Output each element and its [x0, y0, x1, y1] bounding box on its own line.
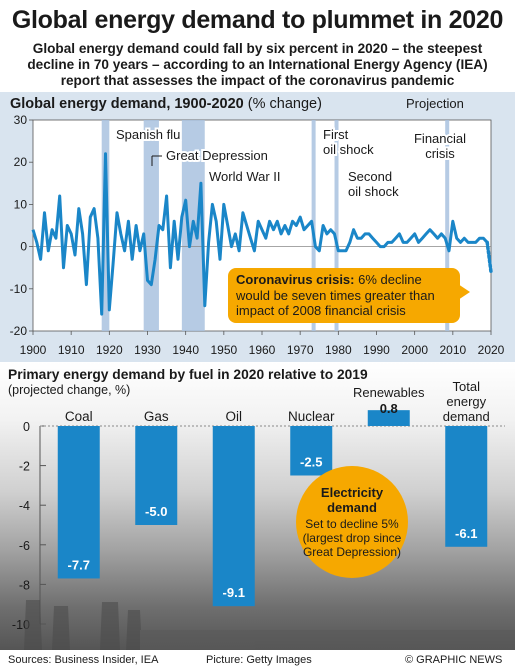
- cooling-tower-0: [24, 600, 42, 650]
- bar-value-label: -7.7: [68, 557, 90, 572]
- event-label-first-oil-shock: First: [323, 127, 349, 142]
- x-tick-label: 1980: [325, 343, 352, 357]
- power-plant-silhouette: [24, 600, 515, 650]
- bar-category-label: Nuclear: [288, 409, 335, 424]
- event-band-5: [445, 120, 450, 331]
- bar-4: [367, 410, 410, 426]
- bar-5: [445, 426, 488, 547]
- footer-sources: Sources: Business Insider, IEA: [8, 654, 159, 666]
- event-label-first-oil-shock: oil shock: [323, 142, 374, 157]
- bar-value-label: 0.8: [380, 401, 398, 416]
- bar-value-label: -6.1: [455, 526, 477, 541]
- x-tick-label: 1930: [134, 343, 161, 357]
- callout-text: 6% decline would be seven times greater …: [236, 272, 435, 318]
- event-band-0: [101, 120, 110, 331]
- x-tick-label: 1900: [20, 343, 47, 357]
- event-label-financial-crisis: Financial: [414, 131, 466, 146]
- horizon-band: [140, 630, 515, 650]
- y-tick-label: 10: [14, 197, 28, 211]
- x-tick-label: 2000: [401, 343, 428, 357]
- bar-y-tick-label: -8: [19, 578, 30, 592]
- projection-series-line: [485, 240, 493, 274]
- event-label-great-depression: Great Depression: [166, 148, 268, 163]
- cooling-tower-3: [126, 610, 142, 650]
- fuel-demand-bar-chart: 0-2-4-6-8-10Coal-7.7Gas-5.0Oil-9.1Nuclea…: [12, 379, 515, 650]
- electricity-title: Electricity demand: [320, 485, 384, 515]
- bar-chart-title: Primary energy demand by fuel in 2020 re…: [8, 367, 368, 382]
- event-band-1: [143, 120, 159, 331]
- bar-value-label: -9.1: [223, 585, 245, 600]
- event-label-world-war-ii: World War II: [209, 169, 281, 184]
- callout-bold: Coronavirus crisis:: [236, 272, 355, 287]
- bar-1: [135, 426, 178, 525]
- y-tick-label: -10: [10, 282, 28, 296]
- footer-picture: Picture: Getty Images: [206, 654, 312, 666]
- page-subtitle: Global energy demand could fall by six p…: [27, 41, 488, 88]
- event-label-spanish-flu: Spanish flu: [116, 127, 180, 142]
- bar-y-tick-label: -2: [19, 460, 30, 474]
- footer-credit: © GRAPHIC NEWS: [405, 654, 503, 666]
- event-band-4: [334, 120, 339, 331]
- electricity-text: Set to decline 5% (largest drop since Gr…: [302, 517, 402, 559]
- y-tick-label: -20: [10, 324, 28, 338]
- bar-category-label: Oil: [226, 409, 243, 424]
- bar-category-label: energy: [446, 394, 486, 409]
- cooling-tower-1: [52, 606, 70, 650]
- bar-y-tick-label: 0: [23, 420, 30, 434]
- bar-y-tick-label: -6: [19, 539, 30, 553]
- coronavirus-callout: Coronavirus crisis: 6% decline would be …: [228, 268, 460, 323]
- page-title: Global energy demand to plummet in 2020: [11, 6, 504, 34]
- x-tick-label: 1940: [172, 343, 199, 357]
- event-label-second-oil-shock: Second: [348, 169, 392, 184]
- event-label-second-oil-shock: oil shock: [348, 184, 399, 199]
- line-chart-unit: (% change): [247, 96, 322, 112]
- x-tick-label: 1910: [58, 343, 85, 357]
- bar-chart-unit: (projected change, %): [8, 383, 131, 397]
- x-tick-label: 2010: [439, 343, 466, 357]
- event-label-financial-crisis: crisis: [425, 146, 455, 161]
- bar-2: [212, 426, 255, 607]
- bar-value-label: -5.0: [145, 504, 167, 519]
- x-tick-label: 2020: [478, 343, 505, 357]
- cooling-tower-2: [100, 602, 120, 650]
- energy-demand-series-line: [31, 152, 489, 316]
- y-tick-label: 0: [20, 240, 27, 254]
- bar-y-tick-label: -4: [19, 499, 30, 513]
- bar-category-label: Gas: [144, 409, 169, 424]
- y-tick-label: 30: [14, 113, 28, 127]
- bar-0: [57, 426, 100, 579]
- x-tick-label: 1960: [249, 343, 276, 357]
- legend-projection: Projection: [406, 96, 464, 111]
- bar-category-label: Coal: [65, 409, 93, 424]
- bar-value-label: -2.5: [300, 455, 322, 470]
- line-chart-title-text: Global energy demand, 1900-2020: [10, 96, 244, 112]
- bar-category-label: Total: [453, 379, 481, 394]
- x-tick-label: 1990: [363, 343, 390, 357]
- x-tick-label: 1970: [287, 343, 314, 357]
- y-tick-label: 20: [14, 155, 28, 169]
- x-tick-label: 1950: [210, 343, 237, 357]
- x-tick-label: 1920: [96, 343, 123, 357]
- electricity-demand-callout: Electricity demand Set to decline 5% (la…: [296, 466, 408, 578]
- bar-3: [290, 426, 333, 476]
- line-chart-title: Global energy demand, 1900-2020 (% chang…: [10, 96, 322, 112]
- bar-category-label: demand: [443, 409, 490, 424]
- callout-pointer: [458, 284, 470, 300]
- bar-category-label: Renewables: [353, 385, 425, 400]
- footer: Sources: Business Insider, IEA Picture: …: [0, 650, 515, 671]
